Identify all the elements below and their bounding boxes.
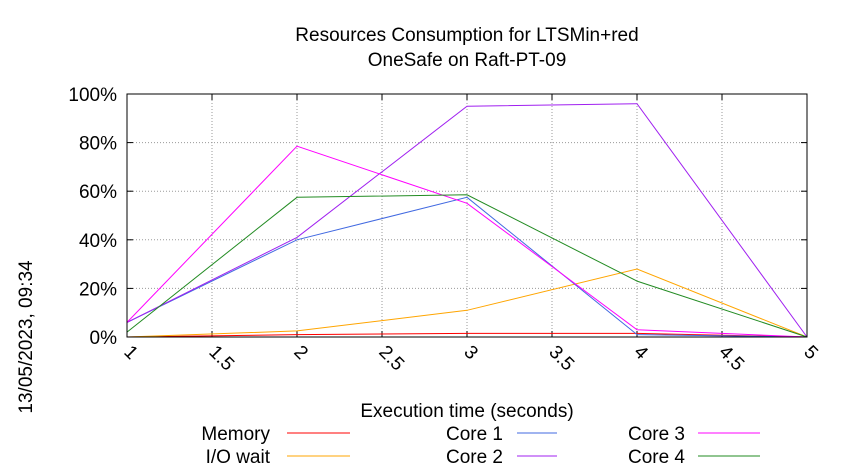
chart-title-line-2: OneSafe on Raft-PT-09 bbox=[368, 50, 567, 71]
series-line-core-1 bbox=[126, 196, 808, 338]
x-tick-label: 1 bbox=[119, 342, 141, 364]
chart-title-line-1: Resources Consumption for LTSMin+red bbox=[295, 25, 638, 46]
x-tick-label: 2.5 bbox=[374, 342, 408, 376]
series-line-i-o-wait bbox=[126, 268, 808, 338]
series-line-core-3 bbox=[126, 145, 808, 338]
series-line-core-4 bbox=[126, 194, 808, 338]
x-tick-label: 3.5 bbox=[544, 342, 578, 376]
legend-label-core-1: Core 1 bbox=[446, 424, 503, 445]
x-tick-label: 4.5 bbox=[714, 342, 748, 376]
grid bbox=[126, 93, 808, 338]
timestamp: 13/05/2023, 09:34 bbox=[16, 260, 37, 414]
y-axis-ticks: 0% 20% 40% 60% 80% 100% bbox=[68, 85, 807, 349]
y-tick-label: 0% bbox=[90, 328, 118, 349]
series-lines bbox=[126, 103, 808, 338]
x-axis-label: Execution time (seconds) bbox=[360, 401, 573, 422]
x-tick-label: 3 bbox=[459, 342, 481, 364]
series-line-core-2 bbox=[126, 103, 808, 338]
legend-label-i-o-wait: I/O wait bbox=[206, 447, 271, 468]
x-tick-label: 4 bbox=[629, 342, 652, 365]
legend-label-core-2: Core 2 bbox=[446, 447, 503, 468]
legend-label-memory: Memory bbox=[201, 424, 270, 445]
y-tick-label: 100% bbox=[68, 85, 117, 106]
y-tick-label: 60% bbox=[79, 182, 117, 203]
x-tick-label: 5 bbox=[799, 342, 821, 364]
legend-label-core-3: Core 3 bbox=[628, 424, 685, 445]
x-tick-label: 2 bbox=[289, 342, 311, 364]
y-tick-label: 40% bbox=[79, 231, 117, 252]
y-tick-label: 20% bbox=[79, 279, 117, 300]
legend-label-core-4: Core 4 bbox=[628, 447, 685, 468]
y-tick-label: 80% bbox=[79, 134, 117, 155]
series-line-memory bbox=[126, 332, 808, 338]
plot-frame bbox=[126, 93, 808, 338]
x-tick-label: 1.5 bbox=[204, 342, 238, 376]
